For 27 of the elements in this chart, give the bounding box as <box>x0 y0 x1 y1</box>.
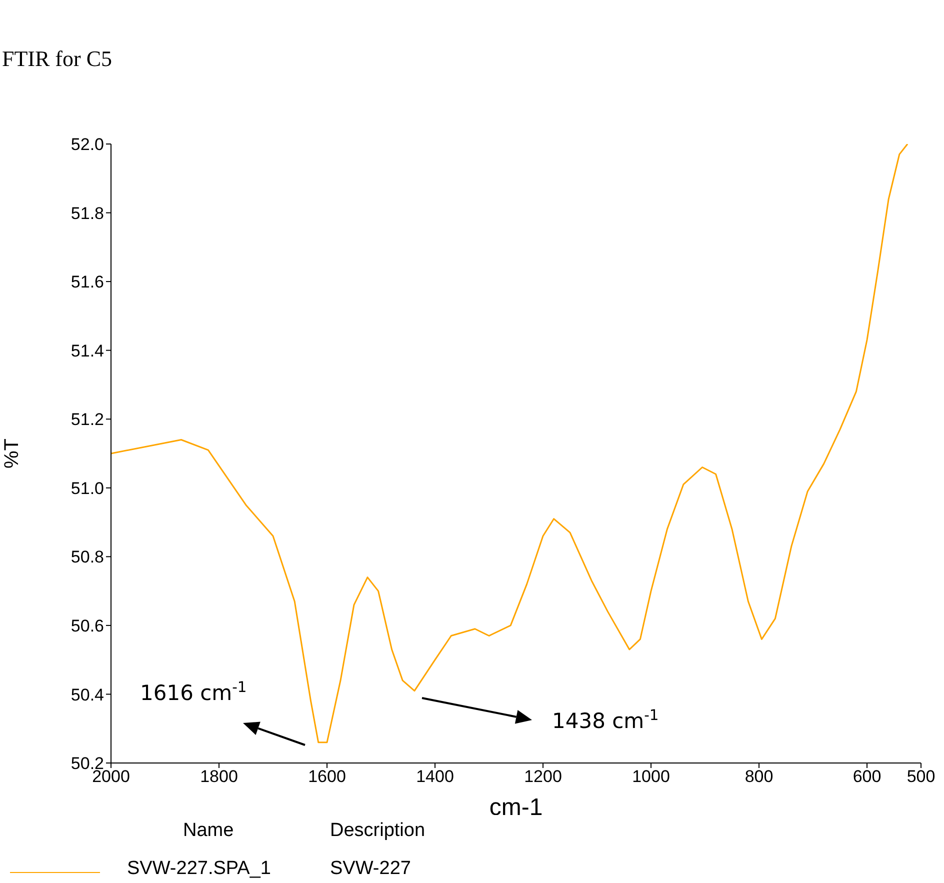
x-tick-label: 1600 <box>308 767 346 786</box>
y-tick-label: 51.2 <box>70 410 104 430</box>
y-tick-label: 51.8 <box>70 204 104 223</box>
y-axis-title: %T <box>1 438 24 468</box>
x-tick-label: 1200 <box>524 767 562 786</box>
y-tick-label: 51.4 <box>70 341 104 360</box>
text: SVW-227 <box>330 858 411 880</box>
text: Description <box>330 820 426 842</box>
y-tick-label: 50.4 <box>70 685 104 704</box>
y-tick-label: 52.0 <box>70 135 104 154</box>
x-tick-label: 1400 <box>416 767 454 786</box>
x-tick-label: 1800 <box>200 767 238 786</box>
x-axis-title: cm-1 <box>489 794 543 821</box>
legend-label: SVW-227.SPA_1 <box>127 858 271 880</box>
x-tick-label: 600 <box>852 767 882 786</box>
legend-title: Name <box>183 820 234 842</box>
x-tick-label: 800 <box>744 767 774 786</box>
chart-title: FTIR for C5 <box>2 46 112 72</box>
y-tick-label: 51.0 <box>70 478 104 498</box>
line-series <box>111 144 908 744</box>
x-tick-label: 500 <box>906 767 936 786</box>
y-tick-label: 51.6 <box>70 272 104 292</box>
annotation: 1438 cm$^{-1}$ <box>552 706 659 733</box>
x-tick-label: 1000 <box>632 767 670 786</box>
y-tick-label: 50.6 <box>70 616 104 636</box>
y-tick-label: 50.8 <box>70 548 104 567</box>
annotation: 1616 cm$^{-1}$ <box>140 678 247 705</box>
